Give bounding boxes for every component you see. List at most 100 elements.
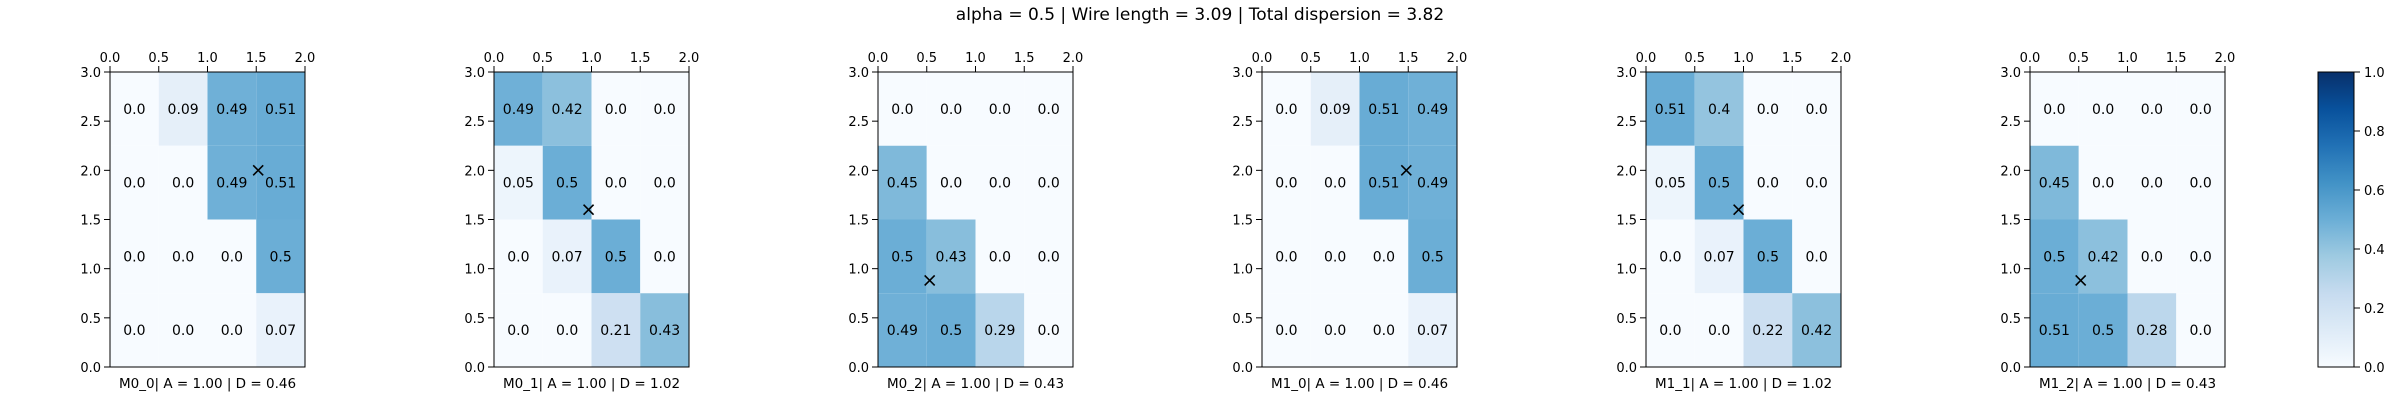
heatmap-cell (1743, 293, 1793, 367)
heatmap-cell (2030, 72, 2079, 146)
heatmap-cell (1262, 293, 1311, 367)
cell-value-label: 0.0 (1659, 323, 1681, 339)
heatmap-panel: 0.51 0.4 0.0 0.0 0.05 0.5 0.0 0.0 0.0 0.07 0.5 0.0 0… (1616, 51, 1851, 392)
x-tick-label: 1.5 (1782, 51, 1803, 66)
heatmap-cell (2127, 72, 2177, 146)
cell-value-label: 0.0 (1275, 176, 1297, 192)
heatmap-cell (542, 293, 592, 367)
colorbar-gradient (2317, 71, 2355, 368)
cell-value-label: 0.45 (2039, 176, 2070, 192)
heatmap-cell (256, 72, 305, 146)
y-tick-label: 2.5 (848, 115, 869, 130)
x-marker (2075, 274, 2087, 287)
heatmap-cell (2078, 219, 2128, 294)
cell-value-label: 0.07 (265, 323, 296, 339)
heatmap-cell (1024, 293, 1073, 367)
x-tick-label: 0.0 (484, 51, 505, 66)
x-tick-label: 0.5 (2068, 51, 2089, 66)
heatmap-cell (1408, 145, 1457, 220)
y-tick-label: 3.0 (464, 66, 485, 81)
cell-value-label: 0.0 (123, 102, 145, 118)
heatmap-cell (878, 72, 927, 146)
heatmap-cell (1408, 219, 1457, 294)
y-tick-label: 0.5 (848, 312, 869, 327)
y-tick-label: 1.0 (464, 263, 485, 278)
heatmap-cell (158, 219, 208, 294)
heatmap-cell (591, 219, 641, 294)
cell-value-label: 0.49 (216, 102, 247, 118)
cell-value-label: 0.0 (507, 323, 529, 339)
heatmap-cell (1646, 219, 1695, 294)
y-tick-label: 2.5 (1232, 115, 1253, 130)
cell-value-label: 0.49 (1417, 176, 1448, 192)
y-tick-label: 0.0 (1616, 361, 1637, 376)
cell-value-label: 0.0 (1037, 102, 1059, 118)
cell-value-label: 0.0 (1805, 249, 1827, 265)
x-tick-label: 0.5 (1684, 51, 1705, 66)
cell-value-label: 0.5 (269, 249, 291, 265)
y-tick-label: 3.0 (1232, 66, 1253, 81)
x-tick-label: 1.5 (1398, 51, 1419, 66)
cell-value-label: 0.42 (1801, 323, 1832, 339)
colorbar-tick-label: 0.4 (2364, 243, 2385, 258)
cell-value-label: 0.0 (653, 102, 675, 118)
cell-value-label: 0.07 (1417, 323, 1448, 339)
y-tick-label: 2.0 (2000, 164, 2021, 179)
heatmap-cell (640, 219, 689, 294)
y-tick-label: 1.5 (2000, 214, 2021, 229)
cell-value-label: 0.0 (1659, 249, 1681, 265)
cell-value-label: 0.07 (552, 249, 583, 265)
y-tick-label: 3.0 (1616, 66, 1637, 81)
y-tick-label: 3.0 (2000, 66, 2021, 81)
heatmap-cell (1694, 219, 1744, 294)
x-tick-label: 1.0 (1349, 51, 1370, 66)
x-tick-label: 0.0 (100, 51, 121, 66)
heatmap-cell (1694, 293, 1744, 367)
x-tick-label: 1.0 (1733, 51, 1754, 66)
cell-value-label: 0.49 (216, 176, 247, 192)
x-tick-label: 0.5 (1300, 51, 1321, 66)
cell-value-label: 0.0 (1757, 176, 1779, 192)
x-marker (1733, 204, 1745, 216)
cell-value-label: 0.0 (605, 176, 627, 192)
x-tick-label: 1.0 (581, 51, 602, 66)
cell-value-label: 0.5 (891, 249, 913, 265)
heatmap-cell (1262, 145, 1311, 220)
heatmap-cell (110, 293, 159, 367)
x-marker (252, 164, 264, 176)
y-tick-label: 0.0 (848, 361, 869, 376)
x-tick-label: 1.5 (2166, 51, 2187, 66)
y-tick-label: 0.5 (1616, 312, 1637, 327)
heatmap-cell (1743, 72, 1793, 146)
heatmap-cell (926, 219, 976, 294)
heatmap-cell (975, 145, 1025, 220)
heatmap-cell (1743, 145, 1793, 220)
heatmap-cell (1310, 293, 1360, 367)
cell-value-label: 0.0 (891, 102, 913, 118)
cell-value-label: 0.0 (2141, 102, 2163, 118)
x-tick-label: 0.5 (148, 51, 169, 66)
y-tick-label: 0.5 (464, 312, 485, 327)
y-tick-label: 0.0 (2000, 361, 2021, 376)
heatmap-cell (2127, 293, 2177, 367)
heatmap-cell (2127, 219, 2177, 294)
cell-value-label: 0.0 (1037, 249, 1059, 265)
cell-value-label: 0.42 (2088, 249, 2119, 265)
cell-value-label: 0.51 (1368, 102, 1399, 118)
cell-value-label: 0.0 (1037, 176, 1059, 192)
cell-value-label: 0.29 (984, 323, 1015, 339)
x-tick-label: 2.0 (295, 51, 316, 66)
heatmap-cell (1310, 219, 1360, 294)
heatmap-cell (1359, 145, 1409, 220)
cell-value-label: 0.5 (556, 176, 578, 192)
x-tick-label: 0.0 (1252, 51, 1273, 66)
x-tick-label: 0.5 (916, 51, 937, 66)
heatmap-cell (2176, 293, 2225, 367)
heatmap-cell (158, 145, 208, 220)
cell-value-label: 0.49 (887, 323, 918, 339)
cell-value-label: 0.0 (1324, 323, 1346, 339)
cell-value-label: 0.0 (2141, 249, 2163, 265)
heatmap-cell (878, 219, 927, 294)
cell-value-label: 0.5 (2092, 323, 2114, 339)
